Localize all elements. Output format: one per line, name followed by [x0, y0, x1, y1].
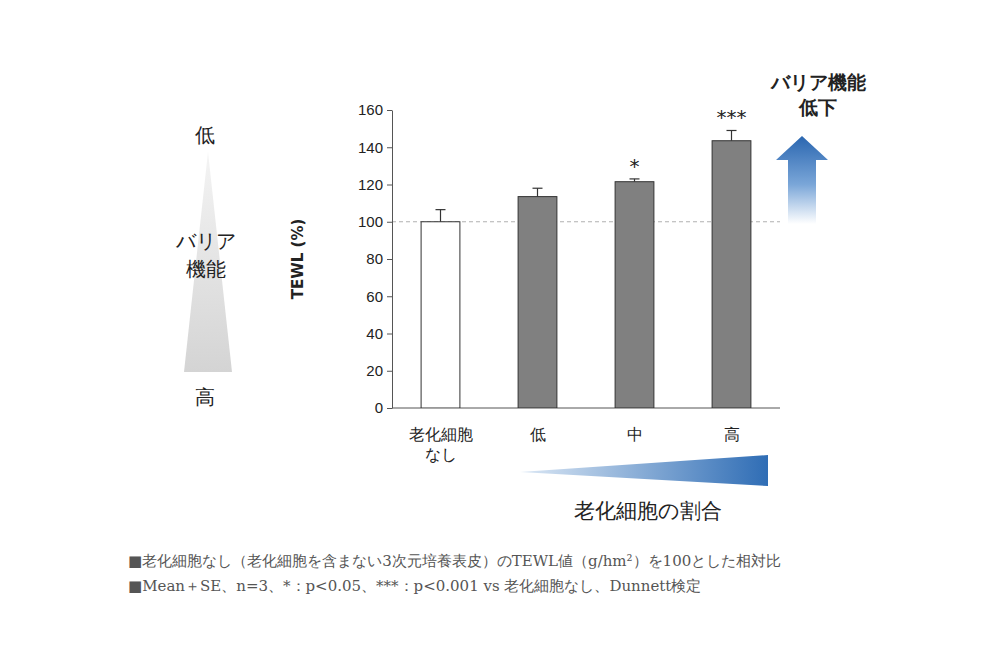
x-tick-label: 低	[530, 426, 546, 443]
decline-arrow	[776, 136, 828, 224]
x-tick-label: 中	[627, 426, 643, 443]
error-bar-cap	[727, 130, 737, 131]
arrow-label: バリア機能低下	[770, 71, 866, 118]
y-tick-mark	[387, 147, 392, 148]
barrier-low: 低	[195, 123, 215, 147]
x-tick: 低	[530, 408, 546, 443]
y-tick-label: 0	[375, 399, 383, 416]
y-tick: 0	[375, 399, 392, 416]
significance-label: ***	[717, 105, 747, 129]
error-bar-stem	[731, 130, 732, 140]
y-tick: 80	[366, 250, 392, 267]
bars	[421, 130, 751, 408]
error-bar-stem	[440, 210, 441, 222]
y-tick: 20	[366, 362, 392, 379]
error-bar-stem	[537, 188, 538, 196]
y-tick-mark	[387, 296, 392, 297]
y-tick-label: 140	[358, 139, 383, 156]
x-tick-label: 高	[724, 426, 740, 443]
y-axis: 0 20 40 60 80 100 120 140 160	[358, 101, 393, 416]
significance-label: *	[630, 154, 640, 178]
y-tick-label: 80	[366, 250, 383, 267]
y-tick-label: 160	[358, 101, 383, 118]
y-tick-mark	[387, 334, 392, 335]
y-tick: 60	[366, 288, 392, 305]
footnote: ■Mean＋SE、n=3、*：p<0.05、***：p<0.001 vs 老化細…	[128, 577, 701, 595]
y-tick: 40	[366, 325, 392, 342]
y-tick-label: 100	[358, 213, 383, 230]
y-tick-mark	[387, 408, 392, 409]
x-axis-title: 老化細胞の割合	[574, 499, 722, 523]
barrier-label: バリア機能	[175, 229, 236, 281]
y-tick-mark	[387, 259, 392, 260]
bar	[712, 141, 751, 408]
y-tick-label: 60	[366, 288, 383, 305]
x-tick: 老化細胞なし	[409, 408, 473, 463]
barrier-high: 高	[195, 385, 215, 409]
bar	[615, 182, 654, 408]
y-axis-line	[392, 111, 393, 409]
bar	[421, 222, 460, 408]
error-bar	[727, 130, 737, 140]
y-tick: 100	[358, 213, 392, 230]
x-tick-label: 老化細胞なし	[409, 426, 473, 463]
error-bar-cap	[630, 178, 640, 179]
footnote: ■老化細胞なし（老化細胞を含まない3次元培養表皮）のTEWL値（g/hm²）を1…	[128, 552, 781, 570]
error-bar	[630, 179, 640, 182]
y-tick-mark	[387, 110, 392, 111]
error-bar	[436, 210, 446, 222]
chart: 020406080100120140160老化細胞なし低中高TEWL (%)**…	[0, 0, 1000, 670]
y-tick-label: 120	[358, 176, 383, 193]
y-tick-label: 40	[366, 325, 383, 342]
y-tick-label: 20	[366, 362, 383, 379]
x-tick: 中	[627, 408, 643, 443]
x-tick: 高	[724, 408, 740, 443]
error-bar-cap	[533, 188, 543, 189]
barrier-wedge	[184, 152, 232, 372]
ratio-wedge	[520, 455, 768, 486]
bar	[518, 197, 557, 408]
y-tick: 120	[358, 176, 392, 193]
y-tick-mark	[387, 222, 392, 223]
y-tick: 160	[358, 101, 392, 118]
error-bar	[533, 188, 543, 196]
y-axis-title: TEWL (%)	[289, 219, 307, 300]
y-tick: 140	[358, 139, 392, 156]
error-bar-cap	[436, 209, 446, 210]
y-tick-mark	[387, 371, 392, 372]
x-axis: 老化細胞なし 低 中 高	[392, 408, 780, 463]
y-tick-mark	[387, 185, 392, 186]
